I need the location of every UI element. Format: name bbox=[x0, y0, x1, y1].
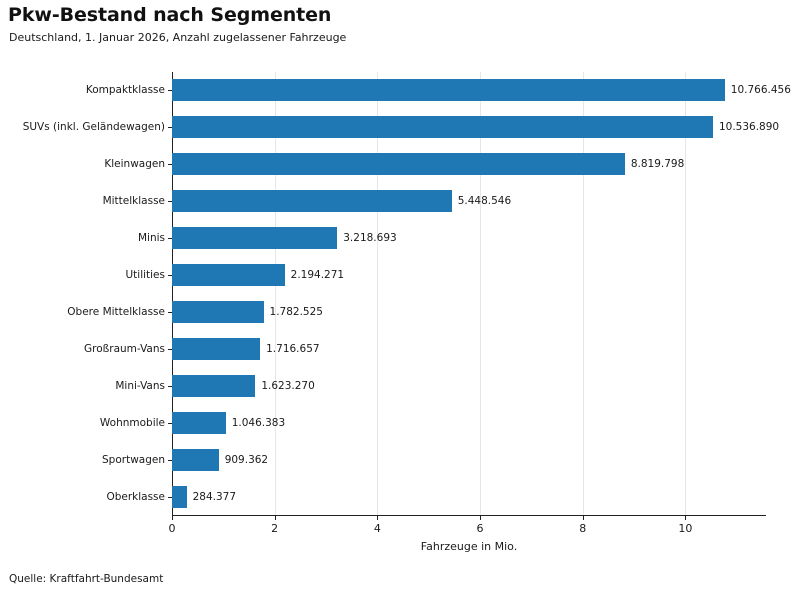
x-tick-mark bbox=[685, 516, 687, 520]
y-tick-mark bbox=[168, 460, 172, 461]
y-tick-mark bbox=[168, 127, 172, 128]
bar-value-label: 1.782.525 bbox=[269, 305, 323, 318]
bar[interactable] bbox=[172, 227, 338, 250]
y-tick-mark bbox=[168, 275, 172, 276]
gridline bbox=[582, 72, 584, 515]
y-tick-mark bbox=[168, 349, 172, 350]
y-tick-mark bbox=[168, 164, 172, 165]
bar[interactable] bbox=[172, 190, 452, 213]
y-tick-mark bbox=[168, 386, 172, 387]
y-tick-label: Minis bbox=[137, 232, 165, 245]
y-tick-label: Sportwagen bbox=[102, 453, 165, 466]
y-tick-label: Kompaktklasse bbox=[85, 84, 165, 97]
x-tick-label: 0 bbox=[168, 522, 176, 535]
x-axis-label: Fahrzeuge in Mio. bbox=[420, 540, 518, 553]
bar[interactable] bbox=[172, 264, 285, 287]
y-tick-mark bbox=[168, 312, 172, 313]
bar[interactable] bbox=[172, 153, 625, 176]
gridline bbox=[377, 72, 379, 515]
gridline bbox=[685, 72, 687, 515]
y-tick-mark bbox=[168, 423, 172, 424]
gridline bbox=[274, 72, 276, 515]
y-tick-label: Großraum-Vans bbox=[84, 342, 165, 355]
bar[interactable] bbox=[172, 411, 226, 434]
x-axis-spine bbox=[172, 515, 766, 516]
y-tick-label: Kleinwagen bbox=[104, 158, 165, 171]
chart-subtitle: Deutschland, 1. Januar 2026, Anzahl zuge… bbox=[9, 31, 347, 44]
y-tick-label: Obere Mittelklasse bbox=[67, 305, 165, 318]
bar-value-label: 1.623.270 bbox=[261, 379, 315, 392]
bar[interactable] bbox=[172, 79, 725, 102]
x-tick-label: 6 bbox=[476, 522, 484, 535]
bar-value-label: 1.716.657 bbox=[266, 342, 320, 355]
gridline bbox=[480, 72, 482, 515]
y-tick-label: Wohnmobile bbox=[99, 416, 165, 429]
y-tick-label: Utilities bbox=[125, 269, 165, 282]
y-tick-label: Mittelklasse bbox=[102, 195, 165, 208]
bar-value-label: 10.766.456 bbox=[730, 84, 791, 97]
y-axis-spine bbox=[172, 72, 173, 516]
bar[interactable] bbox=[172, 337, 261, 360]
x-tick-mark bbox=[480, 516, 482, 520]
x-tick-mark bbox=[377, 516, 379, 520]
bar-value-label: 10.536.890 bbox=[718, 121, 780, 134]
y-tick-label: Mini-Vans bbox=[115, 379, 165, 392]
bar[interactable] bbox=[172, 485, 187, 508]
chart-title: Pkw-Bestand nach Segmenten bbox=[8, 4, 332, 26]
bar-value-label: 8.819.798 bbox=[630, 158, 685, 171]
x-tick-mark bbox=[274, 516, 276, 520]
x-tick-label: 2 bbox=[271, 522, 279, 535]
bar[interactable] bbox=[172, 448, 219, 471]
bar-value-label: 909.362 bbox=[224, 453, 269, 466]
y-tick-mark bbox=[168, 90, 172, 91]
source-note: Quelle: Kraftfahrt-Bundesamt bbox=[9, 573, 164, 585]
y-tick-label: SUVs (inkl. Geländewagen) bbox=[22, 121, 165, 134]
x-tick-label: 10 bbox=[678, 522, 693, 535]
bar[interactable] bbox=[172, 300, 264, 323]
x-tick-label: 4 bbox=[373, 522, 381, 535]
y-tick-mark bbox=[168, 238, 172, 239]
bar[interactable] bbox=[172, 116, 713, 139]
y-tick-label: Oberklasse bbox=[106, 490, 165, 503]
x-tick-mark bbox=[172, 516, 173, 520]
bar-value-label: 2.194.271 bbox=[290, 269, 345, 282]
bar-value-label: 1.046.383 bbox=[231, 416, 286, 429]
bar-value-label: 3.218.693 bbox=[343, 232, 397, 245]
bar-value-label: 284.377 bbox=[192, 490, 237, 503]
bar-value-label: 5.448.546 bbox=[457, 195, 512, 208]
y-tick-mark bbox=[168, 201, 172, 202]
bar[interactable] bbox=[172, 374, 256, 397]
x-tick-label: 8 bbox=[579, 522, 587, 535]
x-tick-mark bbox=[582, 516, 584, 520]
y-tick-mark bbox=[168, 497, 172, 498]
